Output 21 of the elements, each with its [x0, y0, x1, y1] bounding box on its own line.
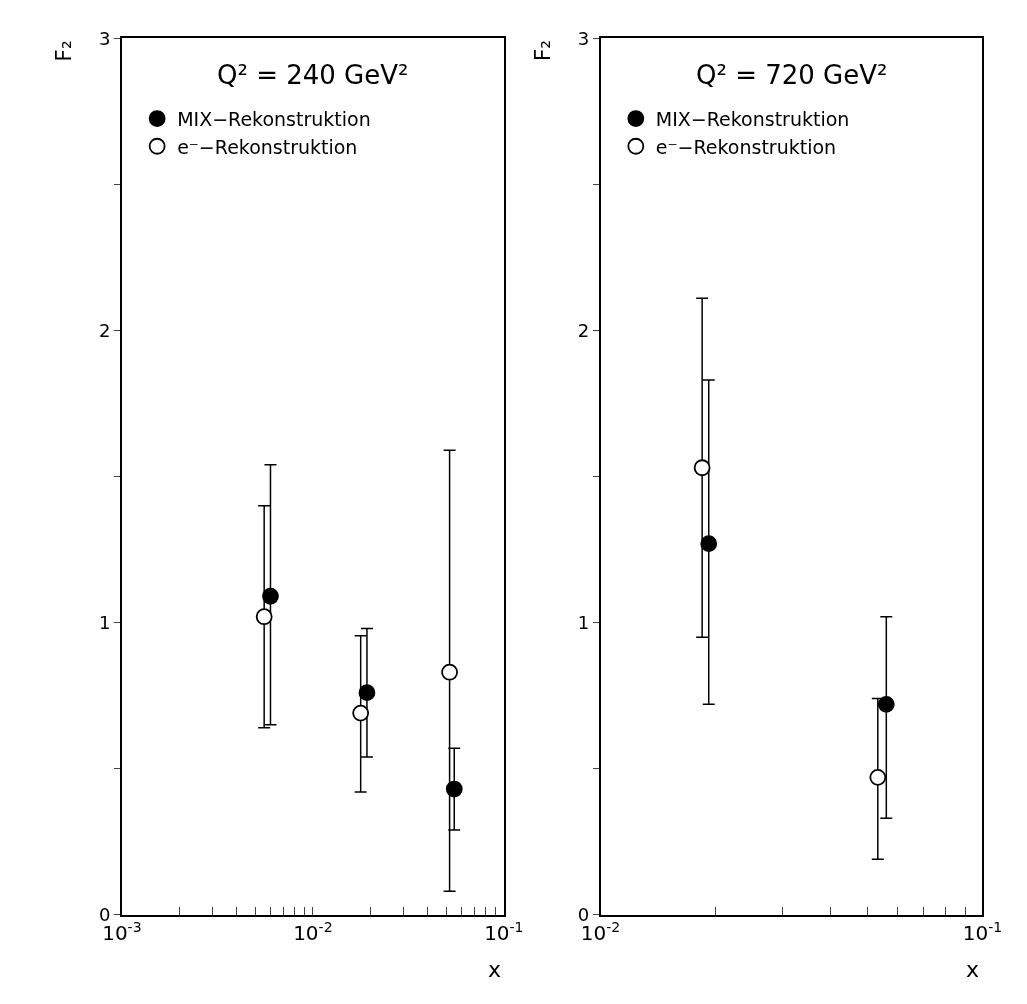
y-tick-label: 0: [577, 903, 590, 925]
y-tick-label: 1: [577, 611, 590, 633]
legend-label: MIX−Rekonstruktion: [655, 107, 850, 130]
legend-label: e⁻−Rekonstruktion: [177, 135, 358, 158]
y-axis-title: F₂: [51, 40, 77, 62]
y-tick-label: 0: [99, 903, 111, 925]
x-axis-title: x: [488, 957, 502, 982]
y-tick-label: 2: [99, 319, 111, 341]
x-axis-title: x: [966, 957, 980, 982]
legend-label: MIX−Rekonstruktion: [177, 107, 371, 130]
x-tick-label: 10$^{-2}$: [293, 919, 333, 946]
x-tick-label: 10$^{-1}$: [962, 919, 1003, 946]
x-tick-label: 10$^{-1}$: [484, 919, 524, 946]
y-tick-label: 3: [99, 27, 111, 49]
text: Q² = 720 GeV²: [696, 60, 888, 90]
text: Q² = 240 GeV²: [217, 60, 409, 90]
y-axis-title: F₂: [529, 39, 555, 62]
y-tick-label: 3: [577, 27, 590, 49]
legend-label: e⁻−Rekonstruktion: [655, 135, 837, 158]
y-tick-label: 2: [577, 319, 590, 341]
y-tick-label: 1: [99, 611, 111, 633]
